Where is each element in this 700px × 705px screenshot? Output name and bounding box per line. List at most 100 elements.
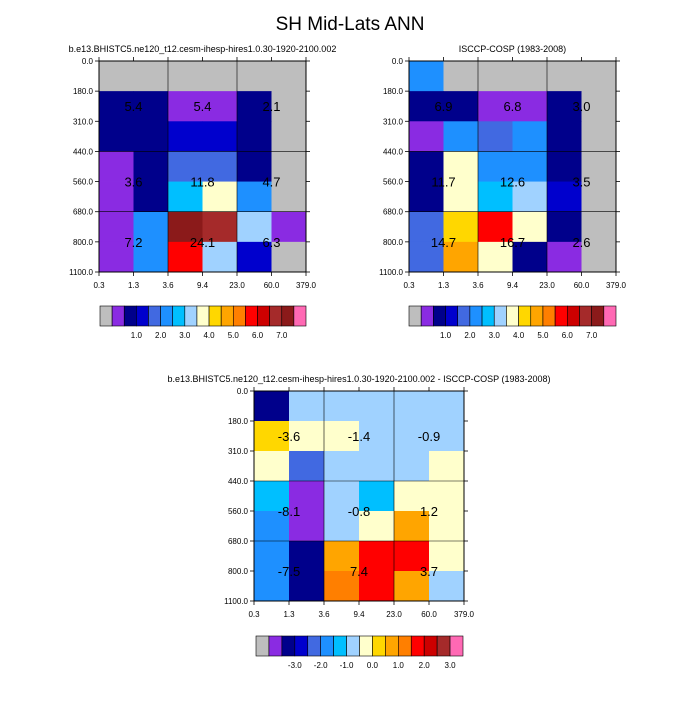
- y-tick-label: 680.0: [383, 208, 404, 217]
- heatmap-cell: [478, 91, 513, 122]
- heatmap-cell: [512, 241, 548, 273]
- data-label: 1.2: [420, 504, 438, 519]
- heatmap-cell: [581, 121, 617, 152]
- heatmap-cell: [133, 91, 169, 122]
- heatmap-cell: [547, 241, 582, 273]
- colorbar-label: 1.0: [131, 331, 143, 340]
- x-tick-label: 0.3: [403, 281, 415, 290]
- data-label: 3.0: [572, 99, 590, 114]
- colorbar-swatch: [294, 635, 309, 657]
- y-tick-label: 180.0: [383, 87, 404, 96]
- colorbar-label: 5.0: [537, 331, 549, 340]
- x-tick-label: 379.0: [296, 281, 317, 290]
- x-tick-label: 379.0: [454, 610, 475, 619]
- heatmap-cell: [429, 511, 465, 542]
- colorbar-swatch: [99, 305, 113, 327]
- colorbar-swatch: [268, 635, 283, 657]
- y-tick-label: 440.0: [228, 477, 249, 486]
- colorbar-swatch: [542, 305, 556, 327]
- heatmap-cell: [168, 61, 203, 92]
- colorbar-swatch: [469, 305, 483, 327]
- data-label: 16.7: [500, 235, 525, 250]
- data-label: 24.1: [190, 235, 215, 250]
- panel-title: b.e13.BHISTC5.ne120_t12.cesm-ihesp-hires…: [167, 374, 550, 384]
- heatmap-cell: [359, 571, 395, 602]
- heatmap-cell: [359, 421, 395, 452]
- heatmap-cell: [512, 91, 548, 122]
- x-tick-label: 3.6: [162, 281, 174, 290]
- heatmap-cell: [581, 211, 617, 243]
- colorbar-swatch: [148, 305, 161, 327]
- heatmap-cell: [443, 121, 479, 152]
- colorbar-swatch: [184, 305, 198, 327]
- data-label: 6.9: [434, 99, 452, 114]
- x-tick-label: 60.0: [421, 610, 437, 619]
- heatmap-cell: [271, 241, 307, 273]
- colorbar-swatch: [423, 635, 438, 657]
- colorbar-label: 6.0: [562, 331, 574, 340]
- colorbar-swatch: [445, 305, 459, 327]
- y-tick-label: 180.0: [73, 87, 94, 96]
- heatmap-cell: [478, 61, 513, 92]
- colorbar-label: 4.0: [513, 331, 525, 340]
- colorbar-label: -2.0: [314, 661, 328, 670]
- y-tick-label: 310.0: [228, 447, 249, 456]
- heatmap-cell: [394, 451, 430, 482]
- x-tick-label: 60.0: [264, 281, 280, 290]
- heatmap-cell: [202, 181, 238, 213]
- heatmap-cell: [409, 181, 444, 213]
- heatmap-cell: [99, 121, 134, 152]
- heatmap-cell: [237, 61, 272, 92]
- heatmap-cell: [324, 511, 360, 542]
- y-tick-label: 180.0: [228, 417, 249, 426]
- panel-observations: ISCCP-COSP (1983-2008) 0.0 180.0 310.0 440.0…: [379, 44, 626, 290]
- colorbar-swatch: [436, 635, 451, 657]
- heatmap-cell: [289, 391, 325, 422]
- colorbar-swatch: [372, 635, 386, 657]
- y-tick-label: 0.0: [392, 57, 404, 66]
- colorbar-label: 2.0: [155, 331, 167, 340]
- data-label: -8.1: [278, 504, 300, 519]
- heatmap-cell: [443, 181, 479, 213]
- heatmap-cell: [443, 91, 479, 122]
- colorbar-swatch: [433, 305, 446, 327]
- heatmap-cell: [99, 211, 134, 243]
- colorbar-swatch: [530, 305, 544, 327]
- heatmap-cell: [168, 151, 203, 182]
- colorbar-swatch: [293, 305, 307, 327]
- heatmap-cell: [443, 211, 479, 243]
- y-tick-label: 1100.0: [224, 597, 248, 606]
- colorbar-swatch: [579, 305, 592, 327]
- colorbar-swatch: [281, 635, 296, 657]
- heatmap-cell: [133, 211, 169, 243]
- heatmap-cell: [254, 391, 290, 422]
- colorbar-label: 6.0: [252, 331, 264, 340]
- heatmap-cell: [359, 481, 395, 512]
- heatmap-cell: [99, 181, 134, 213]
- heatmap-cell: [581, 61, 617, 92]
- heatmap-cell: [237, 241, 272, 273]
- heatmap-cell: [133, 241, 169, 273]
- colorbar-swatch: [111, 305, 125, 327]
- heatmap-cell: [547, 181, 582, 213]
- heatmap-cell: [289, 451, 325, 482]
- heatmap-cell: [237, 121, 272, 152]
- colorbar-label: 0.0: [367, 661, 379, 670]
- heatmap-cell: [289, 571, 325, 602]
- y-tick-label: 0.0: [237, 387, 249, 396]
- y-tick-label: 310.0: [73, 117, 94, 126]
- heatmap-cell: [394, 571, 430, 602]
- heatmap-cell: [133, 151, 169, 182]
- heatmap-cell: [99, 151, 134, 182]
- heatmap-cell: [409, 61, 444, 92]
- colorbar-label: -3.0: [288, 661, 302, 670]
- heatmap-cell: [409, 91, 444, 122]
- heatmap-cell: [254, 481, 290, 512]
- colorbar-swatch: [333, 635, 347, 657]
- colorbar-swatch: [196, 305, 210, 327]
- colorbar-swatch: [257, 305, 270, 327]
- data-label: 7.2: [124, 235, 142, 250]
- heatmap-cell: [237, 211, 272, 243]
- heatmap-cell: [394, 421, 430, 452]
- colorbar-swatch: [420, 305, 434, 327]
